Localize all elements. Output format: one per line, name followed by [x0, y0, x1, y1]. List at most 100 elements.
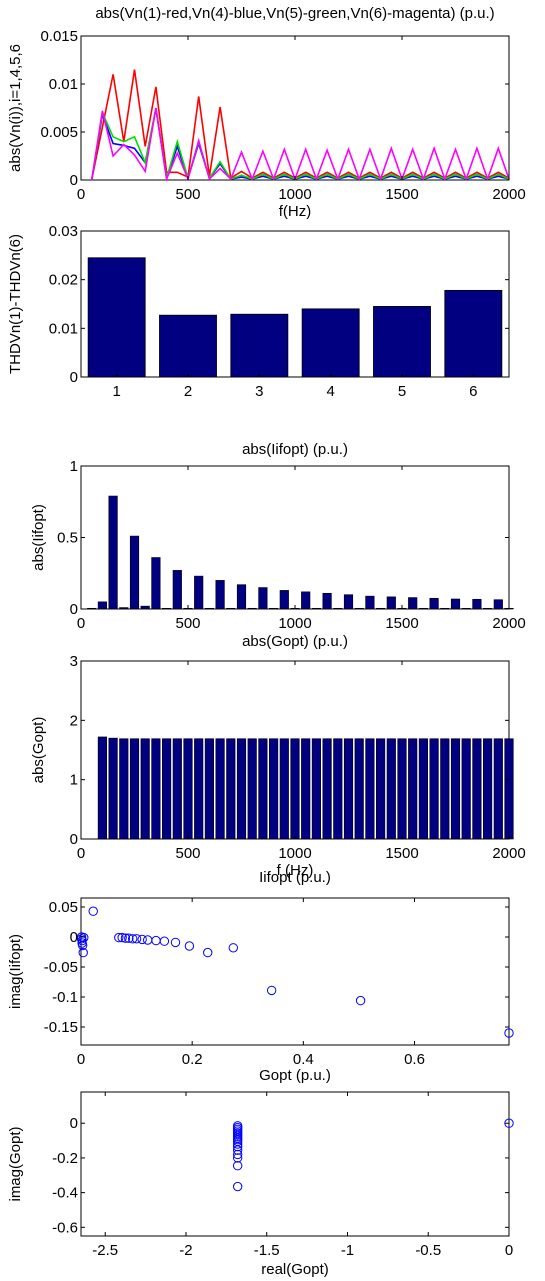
chart-5-point [117, 932, 127, 943]
chart-4-bar [301, 738, 311, 840]
chart-6-point [232, 1139, 243, 1149]
chart-2-ytick-label: 0.01 [49, 320, 78, 337]
chart-4-bar [183, 738, 193, 840]
chart-4-bar [461, 738, 471, 840]
chart-4-bar [226, 738, 236, 840]
chart-6-ytick-label: -0.6 [52, 1219, 78, 1236]
chart-1-xtick-label: 1500 [385, 186, 418, 203]
chart-4-xtick-label: 1000 [278, 845, 311, 862]
chart-5-point [504, 1028, 514, 1038]
chart-3-bar [172, 570, 182, 610]
chart-1-ytick-label: 0.015 [40, 28, 78, 45]
chart-6-point [232, 1145, 243, 1155]
chart-4-bar [247, 738, 257, 840]
chart-3-bar [408, 597, 418, 610]
chart-5-ytick-label: -0.15 [44, 1019, 78, 1036]
chart-1-ytick-label: 0.005 [40, 124, 78, 141]
chart-3-bar [386, 596, 396, 610]
chart-1-ytick-label: 0 [70, 172, 78, 189]
chart-6-point [504, 1118, 514, 1128]
chart-1-xtick-label: 500 [175, 186, 200, 203]
chart-2-axes-box [80, 230, 510, 378]
chart-5-point [114, 932, 124, 943]
chart-1-xtick-label: 1000 [278, 186, 311, 203]
chart-5-point [203, 947, 213, 958]
chart-5-point [120, 933, 131, 943]
chart-3-bar [258, 587, 268, 610]
chart-5-point [184, 941, 195, 951]
chart-1-series-4-line [90, 107, 510, 182]
chart-3-bar [87, 607, 97, 610]
chart-5-point [228, 943, 239, 953]
chart-4-bar [386, 738, 396, 840]
chart-5-xtick-label: 0.4 [293, 1051, 314, 1068]
chart-3-bar [311, 607, 321, 610]
chart-3-bar [226, 607, 236, 610]
chart-1-xtick-label: 0 [77, 186, 85, 203]
chart-2-xtick-label: 5 [398, 383, 406, 400]
chart-5 [76, 897, 514, 1046]
chart-4-xtick-label: 1500 [385, 845, 418, 862]
chart-5-ytick-label: 0 [70, 929, 78, 946]
chart-4-bar [376, 738, 386, 840]
chart-3 [80, 465, 514, 610]
chart-2-bar [444, 289, 503, 378]
chart-5-xtick-label: 0.6 [404, 1051, 425, 1068]
chart-6-xtick-label: -0.5 [415, 1242, 441, 1259]
chart-4-ylabel: abs(Gopt) [30, 717, 47, 784]
chart-6-xtick-label: -2 [179, 1242, 192, 1259]
chart-3-xtick-label: 1000 [278, 615, 311, 632]
chart-3-bar [493, 599, 503, 610]
chart-3-bar [376, 607, 386, 610]
chart-4-bar [429, 738, 439, 840]
chart-4-bar [493, 738, 503, 840]
chart-3-xtick-label: 0 [77, 615, 85, 632]
chart-3-bar [151, 557, 161, 610]
chart-6-xtick-label: -1 [341, 1242, 354, 1259]
chart-4-bar [504, 738, 514, 840]
chart-4-xtick-label: 2000 [492, 845, 525, 862]
chart-3-bar [365, 595, 375, 610]
chart-2-xtick-label: 4 [326, 383, 334, 400]
chart-4-bar [418, 738, 428, 840]
chart-3-bar [108, 495, 118, 610]
chart-2-bar [87, 257, 146, 378]
chart-4-bar [215, 738, 225, 840]
chart-2-ytick-label: 0.03 [49, 223, 78, 240]
chart-2-bar [159, 314, 217, 378]
chart-3-bar [162, 607, 172, 610]
chart-4-bar [354, 738, 364, 840]
chart-5-point [159, 936, 170, 946]
chart-6 [80, 1091, 514, 1237]
chart-1-axes-box [80, 35, 510, 181]
chart-2-xtick-label: 1 [112, 383, 120, 400]
chart-6-axes-box [80, 1091, 510, 1237]
chart-2-xtick-label: 3 [255, 383, 263, 400]
chart-3-bar [461, 607, 471, 610]
chart-6-point [232, 1141, 243, 1152]
chart-3-bar [97, 601, 107, 610]
chart-2-ylabel: THDVn(1)-THDVn(6) [7, 234, 24, 374]
chart-3-bar [429, 597, 439, 610]
chart-3-bar [140, 605, 150, 610]
chart-4-ytick-label: 0 [70, 831, 78, 848]
chart-4-bar [365, 738, 375, 840]
chart-3-bar [301, 591, 311, 610]
chart-5-ytick-label: -0.1 [52, 989, 78, 1006]
chart-6-ytick-label: -0.2 [52, 1150, 78, 1167]
chart-3-bar [215, 580, 225, 610]
chart-4-bar [194, 738, 204, 840]
chart-4-bar [472, 738, 482, 840]
chart-4-bar [151, 738, 161, 840]
chart-5-point [88, 906, 98, 916]
chart-1-ytick-label: 0.01 [49, 76, 78, 93]
chart-4-bar [162, 738, 172, 840]
chart-3-xtick-label: 2000 [492, 615, 525, 632]
chart-1-title: abs(Vn(1)-red,Vn(4)-blue,Vn(5)-green,Vn(… [95, 5, 494, 22]
chart-4-bar [258, 738, 268, 840]
chart-6-ylabel: imag(Gopt) [7, 1126, 24, 1201]
chart-3-bar [279, 590, 289, 610]
chart-5-xtick-label: 0 [77, 1051, 85, 1068]
chart-5-point [170, 937, 181, 948]
